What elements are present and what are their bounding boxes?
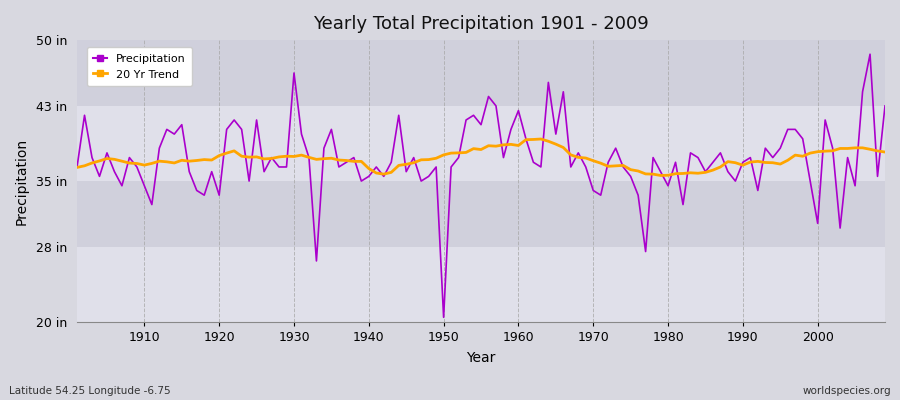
Y-axis label: Precipitation: Precipitation: [15, 138, 29, 225]
Bar: [77, 181, 885, 247]
X-axis label: Year: Year: [466, 351, 496, 365]
Legend: Precipitation, 20 Yr Trend: Precipitation, 20 Yr Trend: [86, 47, 192, 86]
Bar: [77, 40, 885, 106]
Bar: [77, 106, 885, 181]
Title: Yearly Total Precipitation 1901 - 2009: Yearly Total Precipitation 1901 - 2009: [313, 15, 649, 33]
Text: worldspecies.org: worldspecies.org: [803, 386, 891, 396]
Bar: [77, 247, 885, 322]
Text: Latitude 54.25 Longitude -6.75: Latitude 54.25 Longitude -6.75: [9, 386, 171, 396]
